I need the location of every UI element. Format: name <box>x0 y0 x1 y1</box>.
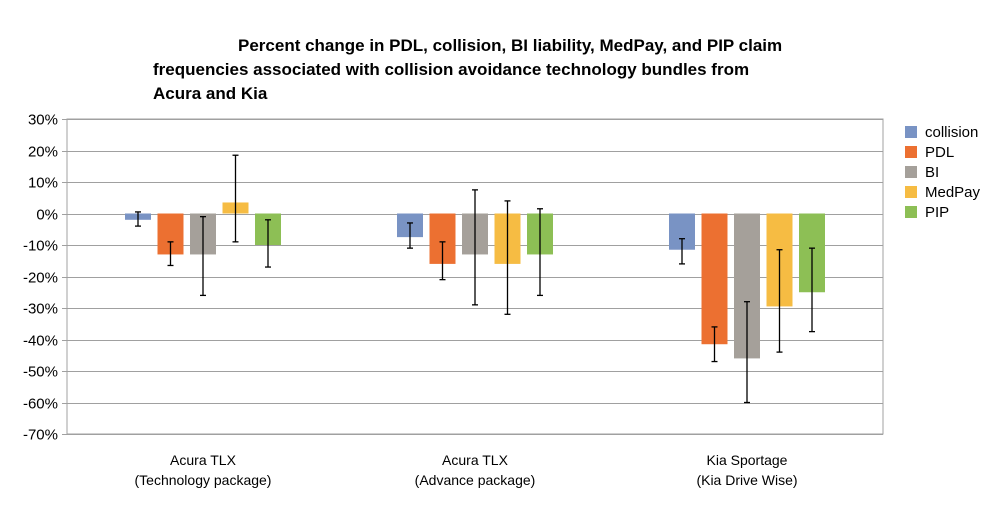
y-tick-label: 20% <box>28 144 58 161</box>
y-tick-label: -70% <box>23 427 58 444</box>
y-tick-label: -40% <box>23 333 58 350</box>
legend-label-medpay: MedPay <box>925 184 981 201</box>
legend-swatch-bi <box>905 166 917 178</box>
legend-swatch-pdl <box>905 146 917 158</box>
legend-label-collision: collision <box>925 124 978 141</box>
y-tick-label: 10% <box>28 175 58 192</box>
plot-area: 30% 20% 10% 0% -10% -20% -30% -40% -50% -60% -70% A… <box>23 112 884 488</box>
chart-title: Percent change in PDL, collision, BI lia… <box>153 36 782 103</box>
y-tick-label: -20% <box>23 270 58 287</box>
y-tick-label: -50% <box>23 364 58 381</box>
chart-title-line-2: frequencies associated with collision av… <box>153 60 749 79</box>
x-category-label: (Advance package) <box>415 472 536 488</box>
y-tick-label: 0% <box>36 207 58 224</box>
legend-label-bi: BI <box>925 164 939 181</box>
legend-label-pip: PIP <box>925 204 949 221</box>
legend-swatch-pip <box>905 206 917 218</box>
x-category-label: Kia Sportage <box>707 452 788 468</box>
legend-swatch-collision <box>905 126 917 138</box>
x-category-label: (Technology package) <box>135 472 272 488</box>
legend-label-pdl: PDL <box>925 144 954 161</box>
y-tick-label: -30% <box>23 301 58 318</box>
y-tick-label: 30% <box>28 112 58 129</box>
chart-title-line-3: Acura and Kia <box>153 84 268 103</box>
bar-pdl <box>701 213 728 345</box>
y-tick-label: -10% <box>23 238 58 255</box>
x-category-label: Acura TLX <box>442 452 509 468</box>
x-category-label: (Kia Drive Wise) <box>696 472 797 488</box>
chart-title-line-1: Percent change in PDL, collision, BI lia… <box>238 36 782 55</box>
legend: collision PDL BI MedPay PIP <box>905 124 981 221</box>
x-category-label: Acura TLX <box>170 452 237 468</box>
y-tick-label: -60% <box>23 396 58 413</box>
legend-swatch-medpay <box>905 186 917 198</box>
